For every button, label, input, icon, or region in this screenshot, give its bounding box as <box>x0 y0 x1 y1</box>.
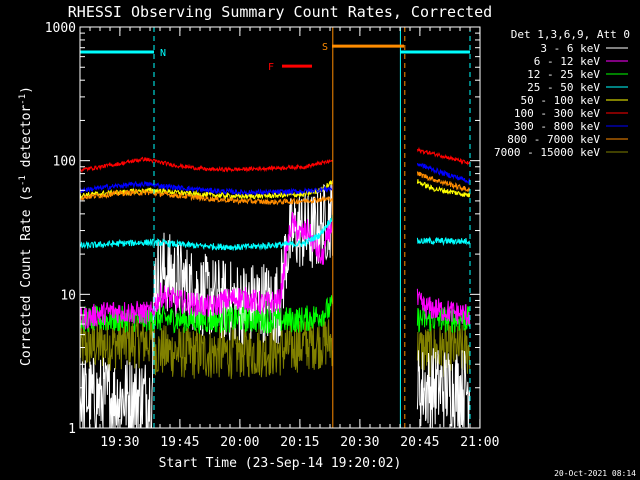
y-tick-label: 1 <box>68 422 76 437</box>
x-axis-label: Start Time (23-Sep-14 19:20:02) <box>159 456 402 471</box>
legend-label: 800 - 7000 keV <box>507 133 600 146</box>
plot-area: N S F 1 10 100 1000 19:30 19:45 20:00 20:15 20:30 20… <box>45 21 500 450</box>
series-line-segment <box>416 146 471 166</box>
series-300-800keV <box>80 162 471 197</box>
y-axis-label-mid: detector <box>19 105 34 176</box>
legend-label: 3 - 6 keV <box>540 42 600 55</box>
x-tick-label: 21:00 <box>460 435 499 450</box>
y-axis-label-end: ) <box>19 86 34 94</box>
series-line-segment <box>80 188 333 206</box>
series-6-12keV <box>80 211 471 330</box>
series-line-segment <box>80 180 333 197</box>
legend-label: 25 - 50 keV <box>527 81 600 94</box>
y-tick-label: 100 <box>53 155 76 170</box>
y-axis-label: Corrected Count Rate (s-1 detector-1) <box>18 86 34 366</box>
saa-label: S <box>322 42 328 53</box>
y-tick-label: 1000 <box>45 21 76 36</box>
flare-label: F <box>268 62 274 73</box>
night-label: N <box>160 48 166 59</box>
x-tick-label: 20:30 <box>340 435 379 450</box>
x-tick-label: 19:45 <box>160 435 199 450</box>
series-line-segment <box>416 288 471 326</box>
series-line-segment <box>416 236 471 247</box>
generation-timestamp: 20-Oct-2021 08:14 <box>554 469 636 478</box>
x-tick-label: 20:00 <box>220 435 259 450</box>
series-line-segment <box>80 156 333 173</box>
series-line-segment <box>416 323 471 377</box>
y-axis-label-sup1: -1 <box>18 175 28 186</box>
legend-title: Det 1,3,6,9, Att 0 <box>511 28 630 41</box>
series-line-segment <box>416 171 471 192</box>
y-axis-label-main: Corrected Count Rate (s <box>19 186 34 366</box>
series-100-300keV <box>80 146 471 173</box>
chart-title: RHESSI Observing Summary Count Rates, Co… <box>68 3 492 21</box>
series-800-7000keV <box>80 171 471 206</box>
series-3-6keV <box>80 180 471 428</box>
x-tick-label: 19:30 <box>100 435 139 450</box>
legend-label: 50 - 100 keV <box>521 94 601 107</box>
series-line-segment <box>80 180 333 428</box>
series-25-50keV <box>80 214 471 251</box>
legend-label: 100 - 300 keV <box>514 107 600 120</box>
x-tick-label: 20:15 <box>280 435 319 450</box>
legend-label: 6 - 12 keV <box>534 55 601 68</box>
legend-label: 7000 - 15000 keV <box>494 146 600 159</box>
series-line-segment <box>416 162 471 186</box>
legend-label: 300 - 800 keV <box>514 120 600 133</box>
series-line-segment <box>416 179 471 198</box>
y-tick-label: 10 <box>60 288 76 303</box>
series-line-segment <box>80 211 333 330</box>
y-axis-label-sup2: -1 <box>18 94 28 105</box>
series-line-segment <box>416 348 471 428</box>
x-tick-label: 20:45 <box>400 435 439 450</box>
series-line-segment <box>80 214 333 251</box>
legend-label: 12 - 25 keV <box>527 68 600 81</box>
